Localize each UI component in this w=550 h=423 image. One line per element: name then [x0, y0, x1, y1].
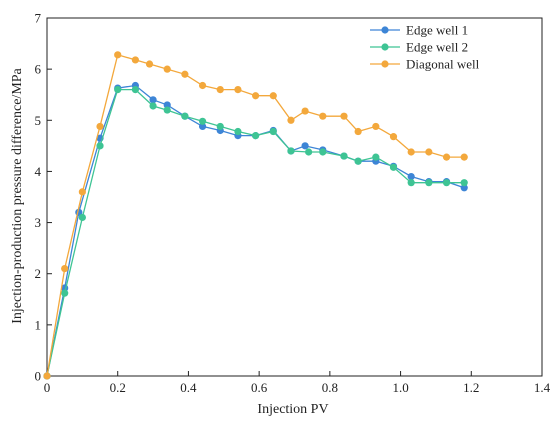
data-point: [442, 153, 451, 161]
data-point: [96, 122, 104, 131]
x-tick-label: 1.0: [392, 380, 408, 395]
data-point: [460, 179, 468, 187]
data-point: [149, 96, 157, 104]
data-point: [407, 148, 415, 156]
data-point: [372, 153, 380, 161]
y-axis-ticks: 0 1 2 3 4 5 6 7: [35, 11, 52, 384]
data-point: [301, 107, 309, 115]
data-point: [319, 112, 327, 120]
data-point: [252, 92, 260, 100]
y-tick-label: 3: [35, 215, 42, 230]
data-point: [354, 157, 362, 165]
data-point: [442, 179, 451, 187]
data-point: [61, 289, 69, 297]
data-point: [407, 172, 415, 181]
y-tick-label: 2: [35, 266, 42, 281]
data-point: [43, 372, 51, 380]
plot-frame: [46, 17, 543, 377]
data-point: [131, 56, 139, 64]
series-layer: [43, 51, 468, 380]
legend-marker: [381, 26, 389, 34]
legend-item: Diagonal well: [370, 57, 480, 72]
data-point: [114, 51, 122, 59]
series-1: [43, 81, 468, 380]
x-tick-label: 0.4: [180, 380, 197, 395]
data-point: [425, 148, 433, 156]
series-line: [46, 53, 465, 377]
x-tick-label: 0.8: [322, 380, 338, 395]
x-tick-label: 0: [44, 380, 51, 395]
data-point: [287, 147, 295, 155]
data-point: [234, 86, 242, 94]
data-point: [216, 122, 224, 131]
data-point: [78, 213, 86, 222]
y-tick-label: 5: [35, 113, 42, 128]
data-point: [163, 101, 171, 109]
data-point: [389, 133, 398, 141]
legend-item: Edge well 2: [370, 40, 468, 55]
data-point: [340, 152, 348, 160]
data-point: [61, 265, 69, 273]
data-point: [131, 86, 139, 94]
x-tick-label: 1.2: [463, 380, 479, 395]
data-point: [234, 127, 242, 136]
series-2: [43, 86, 468, 380]
data-point: [163, 65, 171, 73]
x-tick-label: 0.6: [251, 380, 268, 395]
data-point: [287, 116, 295, 124]
y-tick-label: 6: [35, 62, 42, 77]
data-point: [340, 112, 348, 120]
data-point: [181, 70, 189, 78]
y-tick-label: 0: [35, 369, 42, 384]
data-point: [407, 179, 415, 187]
data-point: [163, 106, 171, 114]
data-point: [301, 142, 309, 150]
data-point: [216, 86, 224, 94]
y-tick-label: 1: [35, 317, 42, 332]
data-point: [78, 188, 86, 196]
data-point: [149, 102, 157, 110]
data-point: [319, 148, 327, 156]
data-point: [269, 127, 277, 136]
legend-label: Edge well 1: [406, 23, 468, 38]
data-point: [198, 117, 207, 125]
x-tick-label: 0.2: [110, 380, 126, 395]
data-point: [354, 127, 362, 136]
legend-marker: [381, 60, 389, 68]
data-point: [114, 86, 122, 94]
x-axis-label: Injection PV: [257, 402, 328, 417]
y-tick-label: 7: [35, 11, 42, 26]
data-point: [305, 148, 313, 156]
series-3: [43, 51, 468, 380]
y-axis-label: Injection-production pressure difference…: [10, 67, 25, 323]
legend-label: Diagonal well: [406, 57, 480, 72]
legend-item: Edge well 1: [370, 23, 468, 38]
data-point: [145, 60, 154, 68]
data-point: [269, 92, 277, 100]
series-line: [46, 84, 465, 377]
data-point: [425, 179, 433, 187]
legend: Edge well 1 Edge well 2 Diagonal well: [370, 23, 480, 72]
legend-marker: [381, 43, 389, 51]
data-point: [460, 153, 468, 161]
data-point: [389, 163, 398, 171]
plot-border: [46, 17, 543, 377]
data-point: [198, 122, 207, 131]
data-point: [181, 112, 189, 120]
x-tick-label: 1.4: [534, 380, 550, 395]
data-point: [252, 132, 260, 140]
y-tick-label: 4: [35, 164, 42, 179]
data-point: [198, 81, 207, 90]
legend-label: Edge well 2: [406, 40, 468, 55]
data-point: [372, 122, 380, 131]
data-point: [96, 142, 104, 150]
data-point: [460, 184, 468, 192]
x-axis-ticks: 0 0.2 0.4 0.6 0.8 1.0 1.2 1.4: [44, 371, 550, 395]
